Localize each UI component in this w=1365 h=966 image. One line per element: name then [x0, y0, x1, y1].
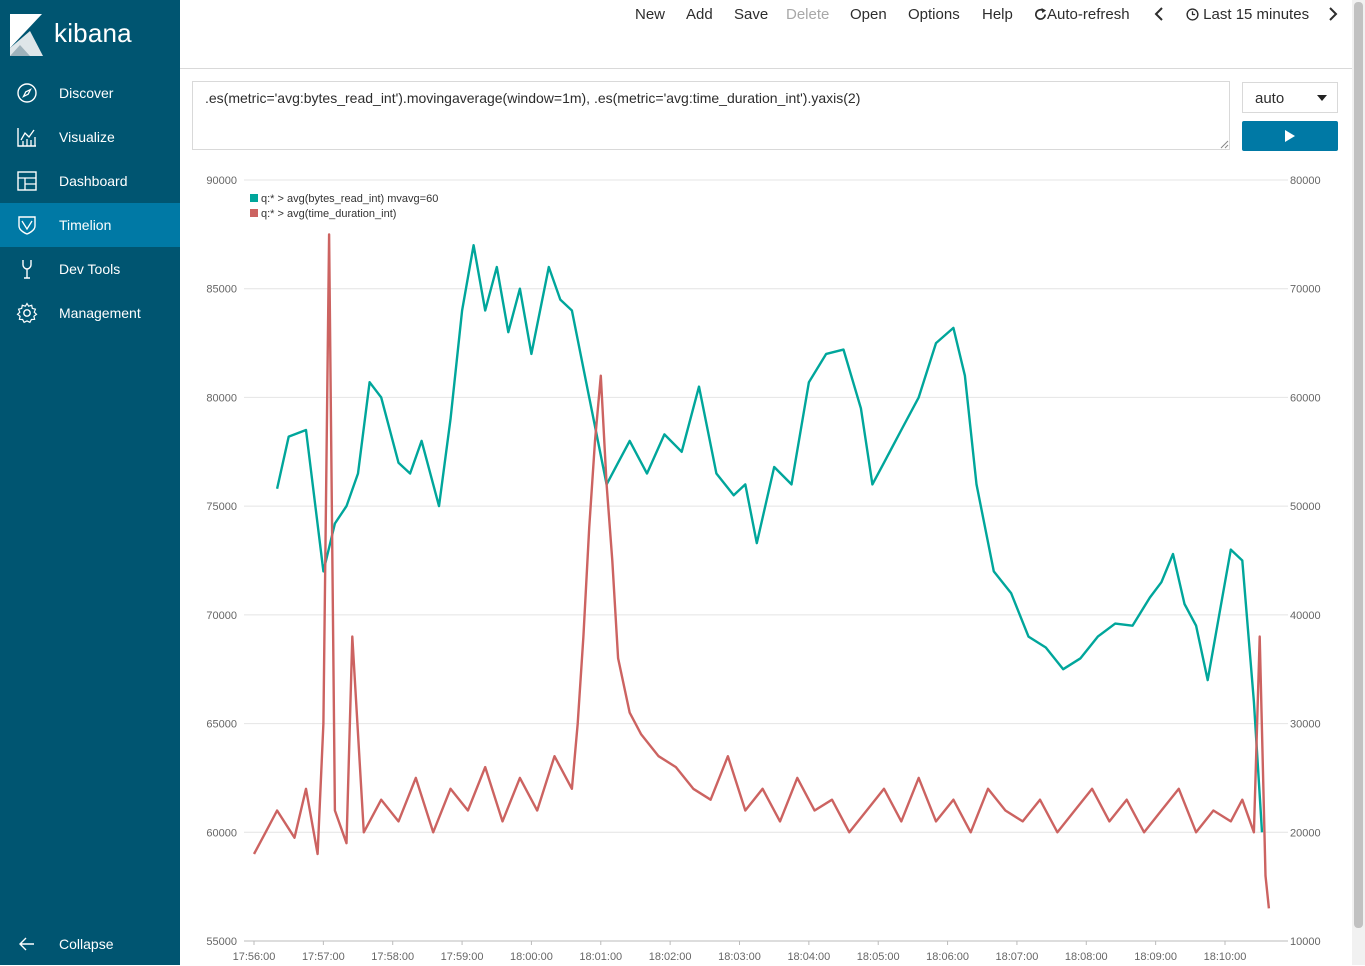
- sidebar-item-label: Timelion: [59, 217, 112, 233]
- x-tick-label: 18:01:00: [579, 951, 622, 963]
- x-tick-label: 18:04:00: [787, 951, 830, 963]
- caret-down-icon: [1317, 95, 1327, 101]
- x-tick-label: 18:10:00: [1204, 951, 1247, 963]
- x-tick-label: 18:06:00: [926, 951, 969, 963]
- open-button[interactable]: Open: [850, 6, 887, 23]
- sidebar-item-label: Dashboard: [59, 173, 128, 189]
- interval-value: auto: [1255, 90, 1285, 107]
- run-button[interactable]: [1242, 121, 1338, 151]
- auto-refresh-button[interactable]: Auto-refresh: [1034, 6, 1130, 23]
- timelion-chart[interactable]: 90000 85000 80000 75000 70000 65000 60000 55000…: [180, 168, 1350, 965]
- y-left-tick-label: 60000: [206, 827, 237, 839]
- y-right-tick-label: 40000: [1290, 610, 1321, 622]
- series-line-2: [252, 233, 1271, 909]
- x-tick-label: 18:05:00: [857, 951, 900, 963]
- sidebar-item-timelion[interactable]: Timelion: [0, 203, 180, 247]
- x-tick-label: 17:58:00: [371, 951, 414, 963]
- y-right-tick-label: 30000: [1290, 719, 1321, 731]
- interval-select[interactable]: auto: [1242, 82, 1338, 113]
- refresh-icon: [1035, 8, 1047, 20]
- clock-icon: [1186, 8, 1199, 21]
- time-range-label: Last 15 minutes: [1203, 6, 1310, 23]
- compass-icon: [17, 83, 37, 103]
- x-tick-label: 18:03:00: [718, 951, 761, 963]
- y-left-tick-label: 90000: [206, 175, 237, 187]
- gear-icon: [16, 302, 38, 324]
- collapse-button[interactable]: Collapse: [0, 922, 180, 966]
- collapse-label: Collapse: [59, 936, 114, 952]
- x-tick-label: 17:56:00: [233, 951, 276, 963]
- sidebar: kibana Discover Visualize Dashboard Time…: [0, 0, 180, 965]
- sidebar-item-label: Management: [59, 305, 141, 321]
- y-right-tick-label: 20000: [1290, 827, 1321, 839]
- x-tick-label: 17:57:00: [302, 951, 345, 963]
- time-forward-button[interactable]: [1328, 6, 1338, 23]
- series-line-1: [275, 243, 1264, 833]
- x-tick-label: 18:02:00: [649, 951, 692, 963]
- dashboard-icon: [17, 171, 37, 191]
- x-tick-label: 18:07:00: [996, 951, 1039, 963]
- timelion-shield-icon: [18, 216, 36, 235]
- sidebar-item-discover[interactable]: Discover: [0, 71, 180, 115]
- y-left-tick-label: 70000: [206, 610, 237, 622]
- sidebar-item-label: Visualize: [59, 129, 115, 145]
- help-button[interactable]: Help: [982, 6, 1013, 23]
- save-button[interactable]: Save: [734, 6, 769, 23]
- sidebar-item-label: Discover: [59, 85, 114, 101]
- time-back-button[interactable]: [1154, 6, 1164, 23]
- chevron-left-icon: [1154, 7, 1163, 21]
- page-scrollbar[interactable]: [1352, 0, 1365, 965]
- add-button[interactable]: Add: [686, 6, 713, 23]
- y-right-tick-label: 70000: [1290, 284, 1321, 296]
- legend-swatch: [250, 209, 258, 217]
- resize-grip-icon[interactable]: [1220, 140, 1229, 149]
- legend-swatch: [250, 194, 258, 202]
- sidebar-item-management[interactable]: Management: [0, 291, 180, 335]
- arrow-left-icon: [19, 937, 34, 951]
- sidebar-item-visualize[interactable]: Visualize: [0, 115, 180, 159]
- new-button[interactable]: New: [635, 6, 666, 23]
- x-tick-label: 18:08:00: [1065, 951, 1108, 963]
- chevron-right-icon: [1329, 7, 1338, 21]
- y-right-tick-label: 80000: [1290, 175, 1321, 187]
- y-right-tick-label: 10000: [1290, 936, 1321, 948]
- x-tick-label: 18:09:00: [1134, 951, 1177, 963]
- sidebar-item-label: Dev Tools: [59, 261, 121, 277]
- y-left-tick-label: 80000: [206, 392, 237, 404]
- y-left-tick-label: 85000: [206, 284, 237, 296]
- delete-button[interactable]: Delete: [786, 6, 830, 23]
- x-tick-label: 18:00:00: [510, 951, 553, 963]
- y-right-tick-label: 60000: [1290, 392, 1321, 404]
- kibana-logo-icon: [10, 14, 43, 56]
- kibana-logo[interactable]: kibana: [10, 14, 180, 58]
- top-nav: New Add Save Delete Open Options Help Au…: [180, 0, 1352, 69]
- bar-chart-icon: [17, 128, 36, 147]
- scroll-thumb[interactable]: [1354, 2, 1363, 928]
- sidebar-item-dashboard[interactable]: Dashboard: [0, 159, 180, 203]
- y-right-tick-label: 50000: [1290, 501, 1321, 513]
- y-left-tick-label: 55000: [206, 936, 237, 948]
- x-tick-label: 17:59:00: [441, 951, 484, 963]
- sidebar-item-dev-tools[interactable]: Dev Tools: [0, 247, 180, 291]
- options-button[interactable]: Options: [908, 6, 960, 23]
- play-icon: [1285, 130, 1295, 142]
- expression-input[interactable]: .es(metric='avg:bytes_read_int').movinga…: [192, 81, 1230, 150]
- y-left-tick-label: 65000: [206, 719, 237, 731]
- time-picker-button[interactable]: Last 15 minutes: [1186, 6, 1309, 23]
- y-left-tick-label: 75000: [206, 501, 237, 513]
- app-name: kibana: [54, 18, 132, 48]
- legend-label: q:* > avg(bytes_read_int) mvavg=60: [261, 193, 438, 205]
- legend-label: q:* > avg(time_duration_int): [261, 208, 396, 220]
- wrench-icon: [22, 260, 32, 279]
- auto-refresh-label: Auto-refresh: [1047, 6, 1130, 23]
